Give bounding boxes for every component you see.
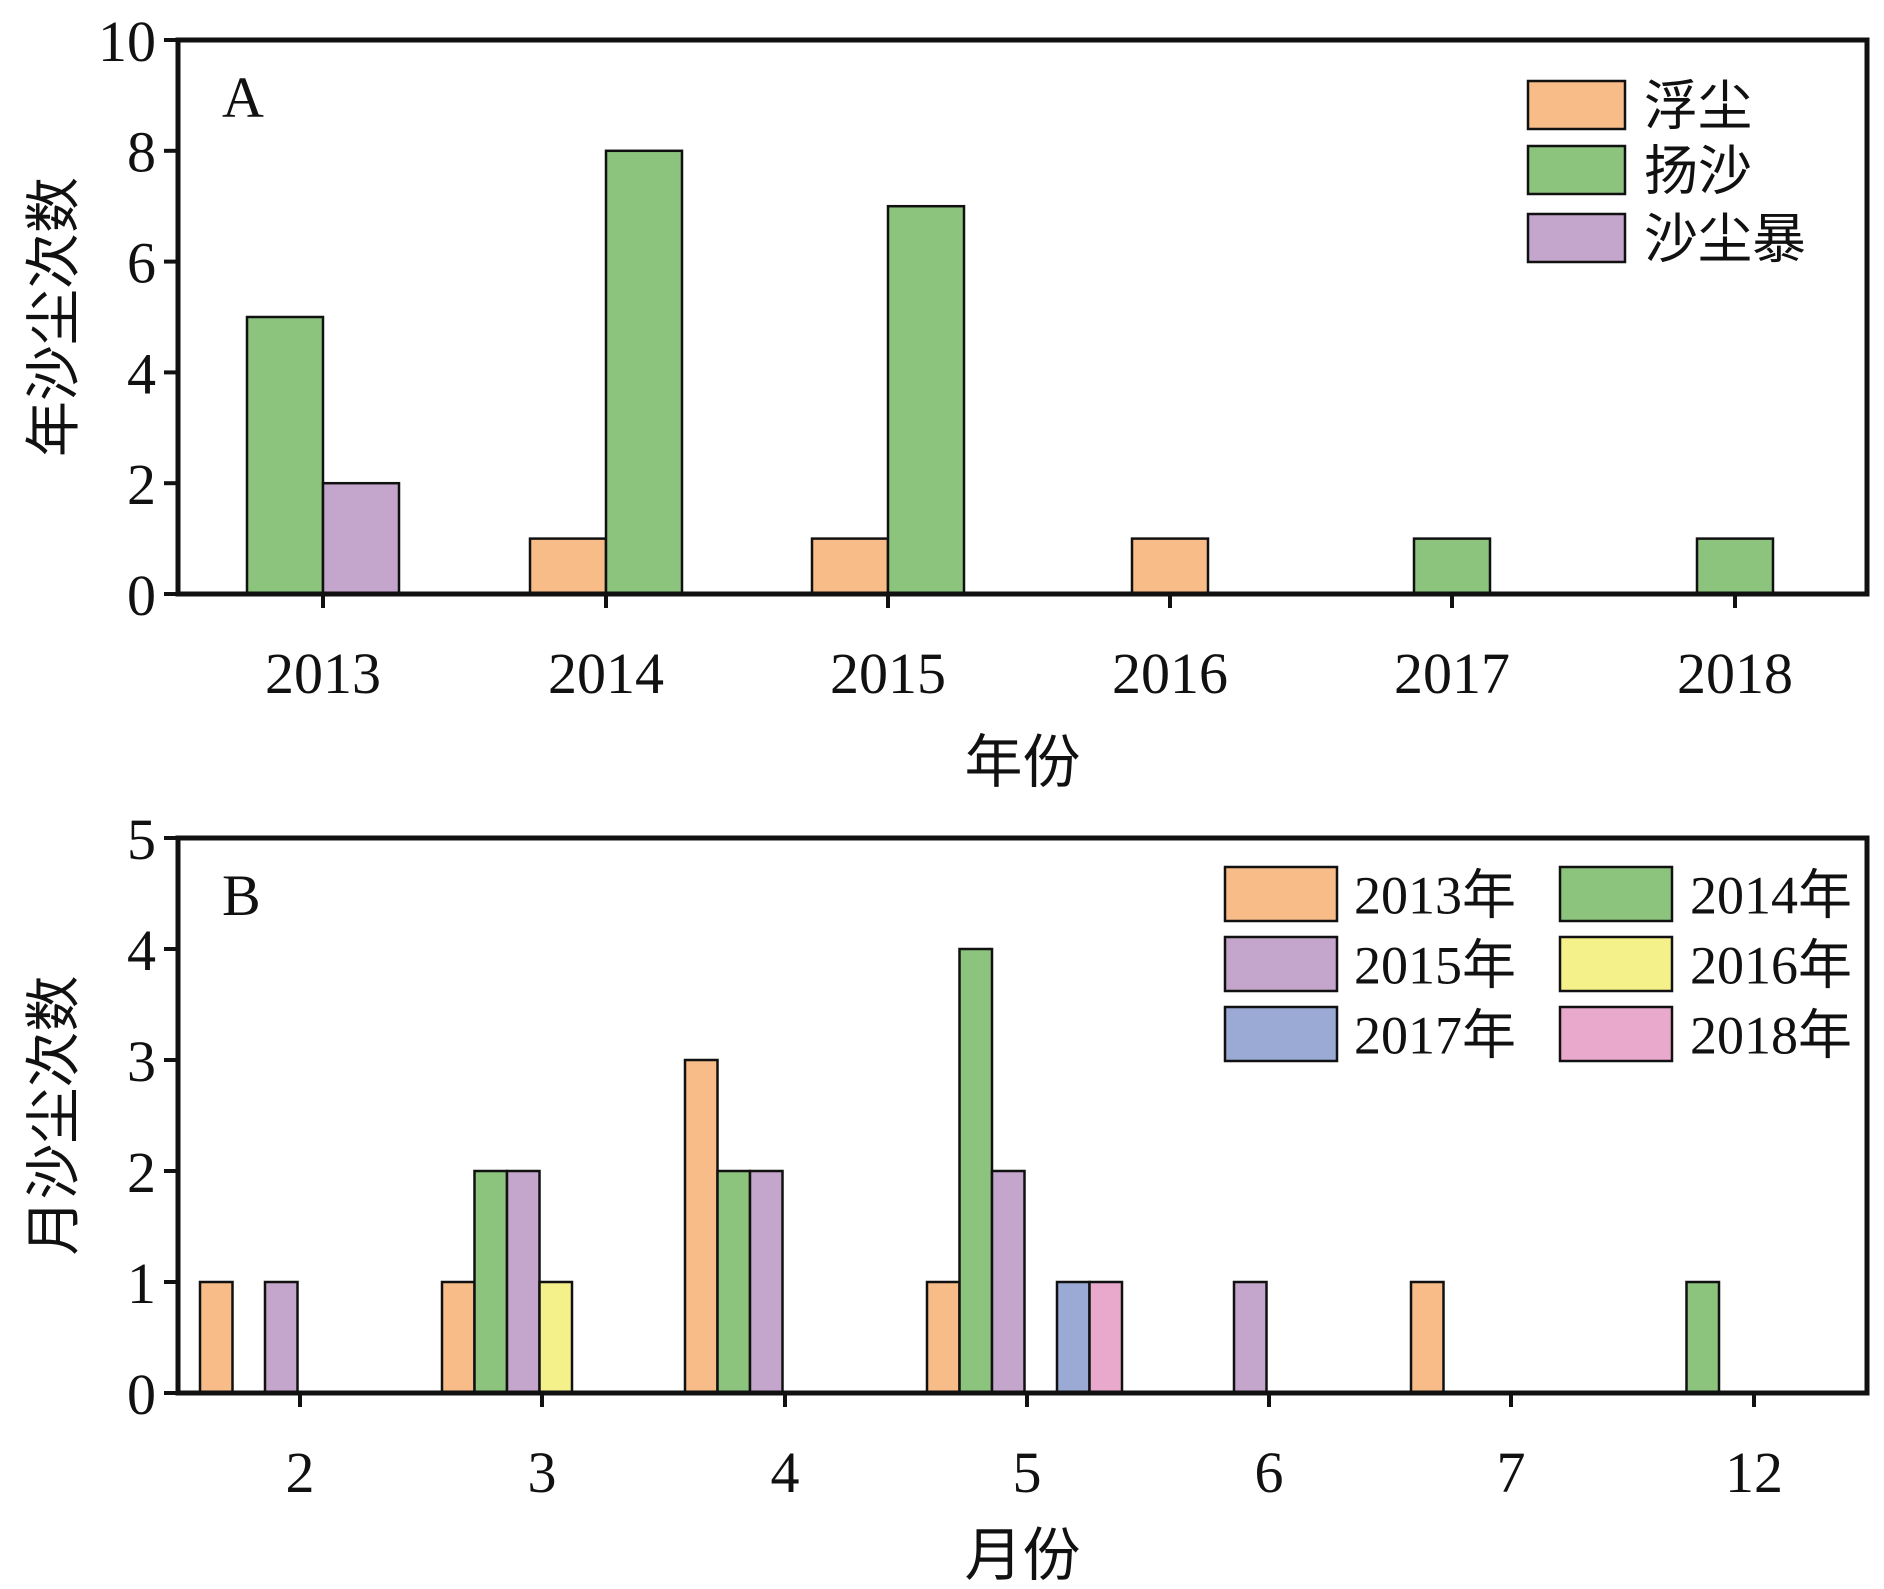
bar-扬沙-2017 (1412, 537, 1492, 596)
x-tick-label: 2014 (548, 641, 664, 706)
y-tick-label: 4 (127, 918, 156, 983)
bar-2014年-3 (473, 1169, 509, 1395)
bar-2014年-4 (716, 1169, 752, 1395)
bar-2014年-12 (1685, 1280, 1721, 1395)
y-tick-label: 2 (127, 452, 156, 517)
x-tick-label: 2013 (265, 641, 381, 706)
x-tick-label: 4 (771, 1440, 800, 1505)
bar-2015年-2 (263, 1280, 299, 1395)
y-axis-title: 年沙尘次数 (24, 177, 86, 457)
bar-2015年-4 (748, 1169, 784, 1395)
plot-frame (175, 835, 1870, 1396)
legend-label: 浮尘 (1644, 76, 1752, 136)
bar-2015年-3 (505, 1169, 541, 1395)
bar-浮尘-2015 (810, 537, 890, 596)
bar-浮尘-2016 (1130, 537, 1210, 596)
bar-扬沙-2018 (1695, 537, 1775, 596)
bar-2015年-5 (990, 1169, 1026, 1395)
bar-2016年-3 (538, 1280, 574, 1395)
legend-label: 2018年 (1690, 1005, 1852, 1065)
legend-swatch-2016年 (1558, 935, 1674, 993)
legend-label: 2015年 (1354, 935, 1516, 995)
legend-swatch-扬沙 (1526, 144, 1627, 196)
bar-2013年-5 (925, 1280, 961, 1395)
x-tick-label: 6 (1255, 1440, 1284, 1505)
y-axis-title: 月沙尘次数 (24, 976, 86, 1256)
y-tick-label: 6 (127, 230, 156, 295)
bar-2015年-6 (1232, 1280, 1268, 1395)
bar-2013年-7 (1409, 1280, 1445, 1395)
legend-swatch-2013年 (1223, 865, 1339, 923)
bar-2017年-5 (1055, 1280, 1091, 1395)
bar-扬沙-2013 (245, 315, 325, 596)
bar-2013年-2 (198, 1280, 234, 1395)
x-axis-title: 年份 (964, 730, 1080, 795)
x-axis-title: 月份 (964, 1523, 1080, 1588)
bar-2013年-4 (683, 1058, 719, 1395)
y-tick-label: 4 (127, 341, 156, 406)
x-tick-label: 2016 (1112, 641, 1228, 706)
y-tick-label: 1 (127, 1251, 156, 1316)
y-tick-label: 8 (127, 120, 156, 185)
x-tick-label: 7 (1497, 1440, 1526, 1505)
legend-swatch-2014年 (1558, 865, 1674, 923)
panel-label: B (222, 863, 261, 928)
legend-swatch-浮尘 (1526, 79, 1627, 131)
x-tick-label: 5 (1013, 1440, 1042, 1505)
legend-swatch-2018年 (1558, 1005, 1674, 1063)
bar-2014年-5 (958, 947, 994, 1395)
bar-2013年-3 (440, 1280, 476, 1395)
y-tick-label: 10 (98, 9, 156, 74)
legend-label: 2013年 (1354, 865, 1516, 925)
x-tick-label: 2018 (1677, 641, 1793, 706)
x-tick-label: 12 (1725, 1440, 1783, 1505)
y-tick-label: 0 (127, 1362, 156, 1427)
panel-label: A (222, 65, 264, 130)
x-tick-label: 2015 (830, 641, 946, 706)
legend-swatch-沙尘暴 (1526, 212, 1627, 264)
x-tick-label: 2 (286, 1440, 315, 1505)
legend-swatch-2017年 (1223, 1005, 1339, 1063)
y-tick-label: 0 (127, 563, 156, 628)
y-tick-label: 3 (127, 1029, 156, 1094)
bar-2018年-5 (1088, 1280, 1124, 1395)
y-tick-label: 2 (127, 1140, 156, 1205)
legend-label: 扬沙 (1644, 141, 1752, 201)
bar-沙尘暴-2013 (321, 481, 401, 596)
x-tick-label: 3 (528, 1440, 557, 1505)
y-tick-label: 5 (127, 807, 156, 872)
legend-label: 2016年 (1690, 935, 1852, 995)
panel-a: 0 2 4 6 8 10 2013 2014 2015 2016 2017 2018 年份 年沙尘次数 A 浮… (24, 9, 1870, 795)
bar-扬沙-2014 (604, 149, 684, 596)
legend-label: 2017年 (1354, 1005, 1516, 1065)
legend-swatch-2015年 (1223, 935, 1339, 993)
legend-label: 沙尘暴 (1644, 209, 1806, 269)
bar-扬沙-2015 (886, 204, 966, 596)
legend-label: 2014年 (1690, 865, 1852, 925)
bar-浮尘-2014 (528, 537, 608, 596)
x-tick-label: 2017 (1394, 641, 1510, 706)
plot-frame (175, 37, 1870, 597)
